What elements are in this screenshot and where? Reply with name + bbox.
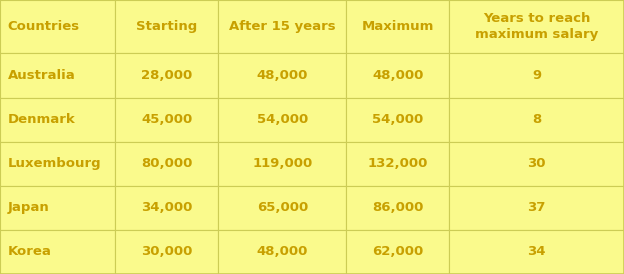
Bar [218,230,346,274]
Bar [346,230,449,274]
Text: 30,000: 30,000 [141,246,193,258]
Text: 45,000: 45,000 [141,113,193,126]
Bar [346,98,449,142]
Text: 48,000: 48,000 [372,69,424,82]
Bar [346,142,449,186]
Text: 48,000: 48,000 [256,246,308,258]
Text: 54,000: 54,000 [256,113,308,126]
Bar [449,53,624,98]
Bar [0,186,115,230]
Bar [218,186,346,230]
Bar [0,0,115,53]
Bar [0,98,115,142]
Bar [0,53,115,98]
Bar [115,98,218,142]
Text: 34,000: 34,000 [141,201,193,214]
Text: 62,000: 62,000 [372,246,424,258]
Bar [449,0,624,53]
Text: 30: 30 [527,157,546,170]
Text: 48,000: 48,000 [256,69,308,82]
Text: 37: 37 [527,201,546,214]
Bar [218,142,346,186]
Bar [346,186,449,230]
Bar [115,53,218,98]
Text: 119,000: 119,000 [252,157,313,170]
Bar [346,0,449,53]
Text: Denmark: Denmark [7,113,76,126]
Bar [0,142,115,186]
Text: Maximum: Maximum [362,20,434,33]
Text: 34: 34 [527,246,546,258]
Bar [115,0,218,53]
Text: Japan: Japan [7,201,49,214]
Bar [346,53,449,98]
Bar [115,186,218,230]
Text: Korea: Korea [7,246,51,258]
Bar [449,98,624,142]
Bar [449,230,624,274]
Text: Australia: Australia [7,69,76,82]
Text: 9: 9 [532,69,541,82]
Bar [218,0,346,53]
Text: Luxembourg: Luxembourg [7,157,101,170]
Text: 132,000: 132,000 [368,157,428,170]
Text: Starting: Starting [136,20,198,33]
Bar [0,230,115,274]
Bar [218,53,346,98]
Bar [115,142,218,186]
Bar [218,98,346,142]
Text: Countries: Countries [7,20,80,33]
Text: 8: 8 [532,113,541,126]
Text: 86,000: 86,000 [372,201,424,214]
Text: 65,000: 65,000 [256,201,308,214]
Bar [115,230,218,274]
Text: 28,000: 28,000 [141,69,193,82]
Bar [449,186,624,230]
Text: 54,000: 54,000 [372,113,424,126]
Text: After 15 years: After 15 years [229,20,336,33]
Text: 80,000: 80,000 [141,157,193,170]
Bar [449,142,624,186]
Text: Years to reach
maximum salary: Years to reach maximum salary [475,12,598,41]
